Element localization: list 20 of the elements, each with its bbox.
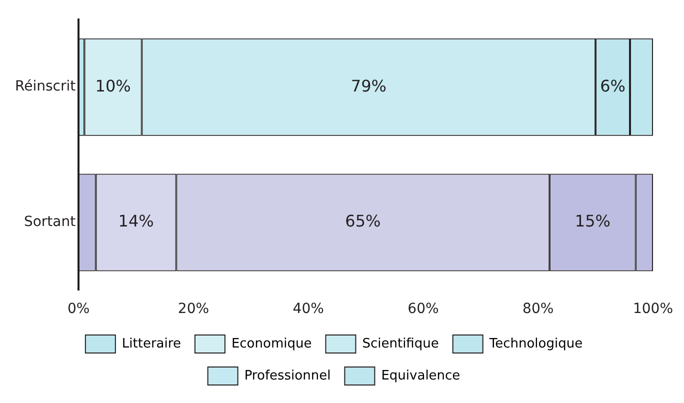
legend-label: Economique — [231, 336, 312, 352]
x-tick-label: 80% — [522, 301, 554, 318]
x-tick-label: 40% — [292, 301, 324, 318]
data-label: 15% — [574, 212, 610, 231]
data-label: 14% — [118, 212, 154, 231]
legend-label: Equivalence — [381, 368, 460, 384]
x-tick-label: 20% — [178, 301, 210, 318]
x-tick-label: 0% — [67, 301, 90, 318]
data-label: 10% — [95, 76, 131, 96]
legend-label: Scientifique — [362, 336, 439, 352]
data-label: 79% — [350, 76, 386, 96]
legend-label: Litteraire — [122, 336, 181, 352]
x-tick-label: 60% — [408, 301, 439, 318]
data-label: 65% — [345, 212, 381, 231]
legend-label: Technologique — [488, 336, 583, 352]
x-tick-label: 100% — [632, 301, 674, 318]
legend-label: Professionnel — [244, 368, 331, 384]
data-label: 6% — [600, 76, 626, 96]
y-tick-label: Réinscrit — [14, 78, 76, 95]
y-tick-label: Sortant — [24, 214, 76, 230]
